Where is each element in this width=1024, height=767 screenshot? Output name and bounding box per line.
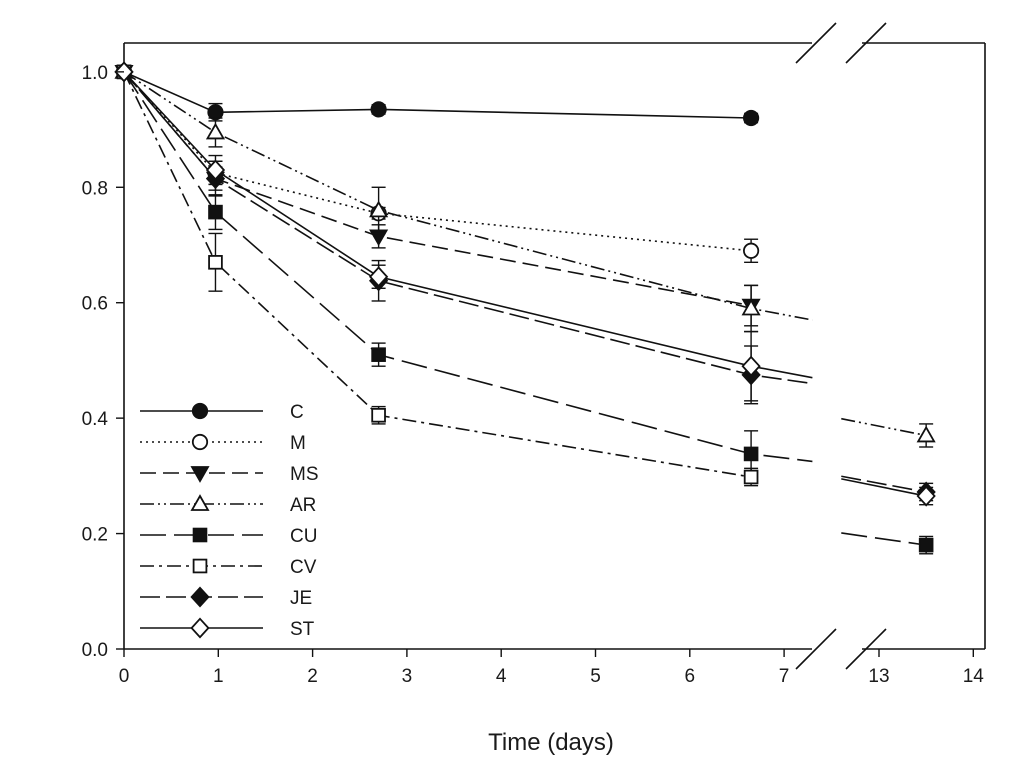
legend-item-je: JE <box>140 586 312 609</box>
y-tick-label: 0.2 <box>82 525 108 546</box>
series-st <box>114 61 936 507</box>
legend-marker <box>190 586 210 608</box>
legend-label: AR <box>290 495 316 516</box>
series-line <box>123 71 752 478</box>
legend-item-cv: CV <box>140 557 317 578</box>
legend-item-st: ST <box>140 617 315 640</box>
x-tick-label: 3 <box>402 666 413 687</box>
axis-break-mark <box>845 22 887 64</box>
data-point <box>208 204 223 220</box>
x-tick-label: 4 <box>496 666 507 687</box>
legend-label: CU <box>290 526 317 547</box>
legend-label: ST <box>290 619 315 640</box>
legend-item-c: C <box>140 402 304 423</box>
axis-break-mark <box>795 22 837 64</box>
x-tick-label: 0 <box>119 666 130 687</box>
plot-frame <box>123 22 986 670</box>
legend-label: C <box>290 402 304 423</box>
data-point <box>368 266 389 288</box>
legend: CM MS AR CU CV JE ST <box>140 402 319 640</box>
y-tick-label: 0.6 <box>82 294 108 315</box>
data-point <box>205 122 226 140</box>
data-point <box>205 159 226 181</box>
series-cu <box>116 64 934 555</box>
x-tick-label: 5 <box>590 666 601 687</box>
x-axis-title: Time (days) <box>488 729 614 756</box>
series-line <box>123 71 813 385</box>
data-point <box>742 242 760 259</box>
series-line <box>123 71 813 463</box>
legend-label: M <box>290 433 306 454</box>
x-tick-label: 14 <box>963 666 985 687</box>
data-point <box>371 347 386 362</box>
legend-label: CV <box>290 557 317 578</box>
series-tail-line <box>841 478 927 497</box>
data-point <box>742 109 760 127</box>
legend-label: JE <box>290 588 312 609</box>
series-line <box>123 71 813 321</box>
series-tail-line <box>841 417 927 437</box>
x-tick-label: 7 <box>779 666 790 687</box>
data-point <box>916 485 936 507</box>
y-tick-label: 0.4 <box>82 409 109 430</box>
series-line <box>123 71 752 119</box>
data-point <box>916 425 936 443</box>
legend-item-ar: AR <box>140 494 316 516</box>
series-ar <box>114 62 936 448</box>
legend-marker <box>191 433 209 451</box>
y-tick-label: 1.0 <box>82 63 108 84</box>
axis-break-mark <box>795 628 837 670</box>
data-point <box>371 407 386 423</box>
axis-break-mark <box>845 628 887 670</box>
x-tick-label: 6 <box>685 666 696 687</box>
legend-marker <box>190 494 210 511</box>
data-point <box>741 298 761 316</box>
data-point <box>918 537 934 553</box>
series-tail-line <box>841 532 927 546</box>
legend-item-cu: CU <box>140 526 317 547</box>
legend-item-ms: MS <box>140 464 319 485</box>
series-je <box>114 61 936 503</box>
axes-layer: 0.0 0.2 0.4 0.6 0.8 1.0 0 1 2 3 4 5 6 7 13 14 <box>82 63 985 687</box>
legend-marker <box>190 466 210 483</box>
legend-marker <box>192 558 208 574</box>
series-layer <box>114 61 936 555</box>
legend-marker <box>191 402 209 420</box>
x-tick-label: 2 <box>307 666 318 687</box>
y-tick-label: 0.0 <box>82 640 108 661</box>
data-point <box>207 104 224 121</box>
series-c <box>115 63 760 127</box>
x-tick-label: 1 <box>213 666 224 687</box>
data-point <box>743 469 759 485</box>
data-point <box>743 446 759 462</box>
series-tail-line <box>841 475 927 493</box>
legend-marker <box>192 527 208 543</box>
y-tick-label: 0.8 <box>82 178 108 199</box>
data-point <box>208 255 223 270</box>
data-point <box>369 200 389 218</box>
legend-label: MS <box>290 464 319 485</box>
legend-marker <box>190 617 210 639</box>
data-point <box>741 355 761 377</box>
legend-item-m: M <box>140 433 306 454</box>
data-point <box>370 101 387 118</box>
x-tick-label: 13 <box>868 666 889 687</box>
